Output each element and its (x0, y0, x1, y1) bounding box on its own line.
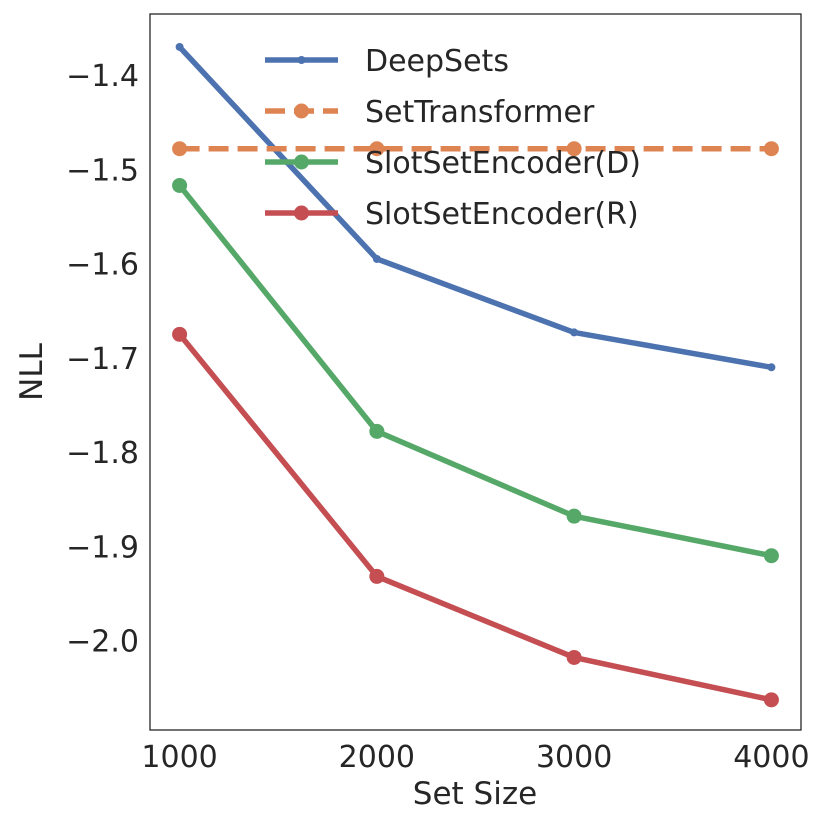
data-point-deepsets (570, 328, 579, 337)
data-point-settransformer (172, 141, 188, 157)
data-point-slotsetencoder-d (763, 548, 779, 564)
data-point-slotsetencoder-d (172, 177, 188, 193)
legend-marker-settransformer (294, 103, 309, 119)
data-point-slotsetencoder-d (566, 508, 582, 524)
legend-label-slotsetencoder-r: SlotSetEncoder(R) (365, 197, 639, 232)
data-point-settransformer (369, 141, 385, 157)
y-tick-label: −1.9 (66, 530, 139, 565)
x-tick-label: 2000 (339, 740, 415, 775)
legend-label-slotsetencoder-d: SlotSetEncoder(D) (365, 146, 641, 181)
y-tick-label: −1.7 (66, 342, 139, 377)
data-point-slotsetencoder-r (369, 568, 385, 584)
legend-label-deepsets: DeepSets (365, 44, 509, 79)
legend-marker-deepsets (297, 56, 306, 64)
series-layer (172, 42, 779, 708)
data-point-settransformer (566, 141, 582, 157)
x-axis-label: Set Size (413, 776, 537, 812)
data-point-settransformer (763, 141, 779, 157)
data-point-slotsetencoder-d (369, 423, 385, 439)
y-tick-label: −2.0 (66, 625, 139, 660)
legend-marker-slotsetencoder-r (294, 205, 309, 221)
x-tick-label: 1000 (141, 740, 217, 775)
series-line-deepsets (176, 44, 775, 371)
series-line-slotsetencoder-d (176, 182, 775, 559)
data-point-deepsets (372, 254, 381, 263)
x-tick-label: 3000 (536, 740, 612, 775)
legend-marker-slotsetencoder-d (294, 154, 309, 170)
data-point-slotsetencoder-r (566, 649, 582, 665)
legend-label-settransformer: SetTransformer (365, 95, 595, 130)
x-tick-label: 4000 (733, 740, 809, 775)
data-point-slotsetencoder-r (172, 326, 188, 342)
y-tick-label: −1.4 (66, 59, 139, 94)
y-axis-label: NLL (14, 342, 50, 400)
y-tick-label: −1.5 (66, 153, 139, 188)
data-point-slotsetencoder-r (763, 692, 779, 708)
y-tick-label: −1.8 (66, 436, 139, 471)
tick-labels: 1000 2000 3000 4000 −1.4 −1.5 −1.6 −1.7 −1.8 −1.9… (66, 59, 809, 775)
data-point-deepsets (767, 363, 776, 372)
series-line-slotsetencoder-r (176, 331, 775, 703)
data-point-deepsets (175, 42, 184, 51)
y-tick-label: −1.6 (66, 248, 139, 283)
legend: DeepSets SetTransformer SlotSetEncoder(D) S… (265, 44, 641, 232)
